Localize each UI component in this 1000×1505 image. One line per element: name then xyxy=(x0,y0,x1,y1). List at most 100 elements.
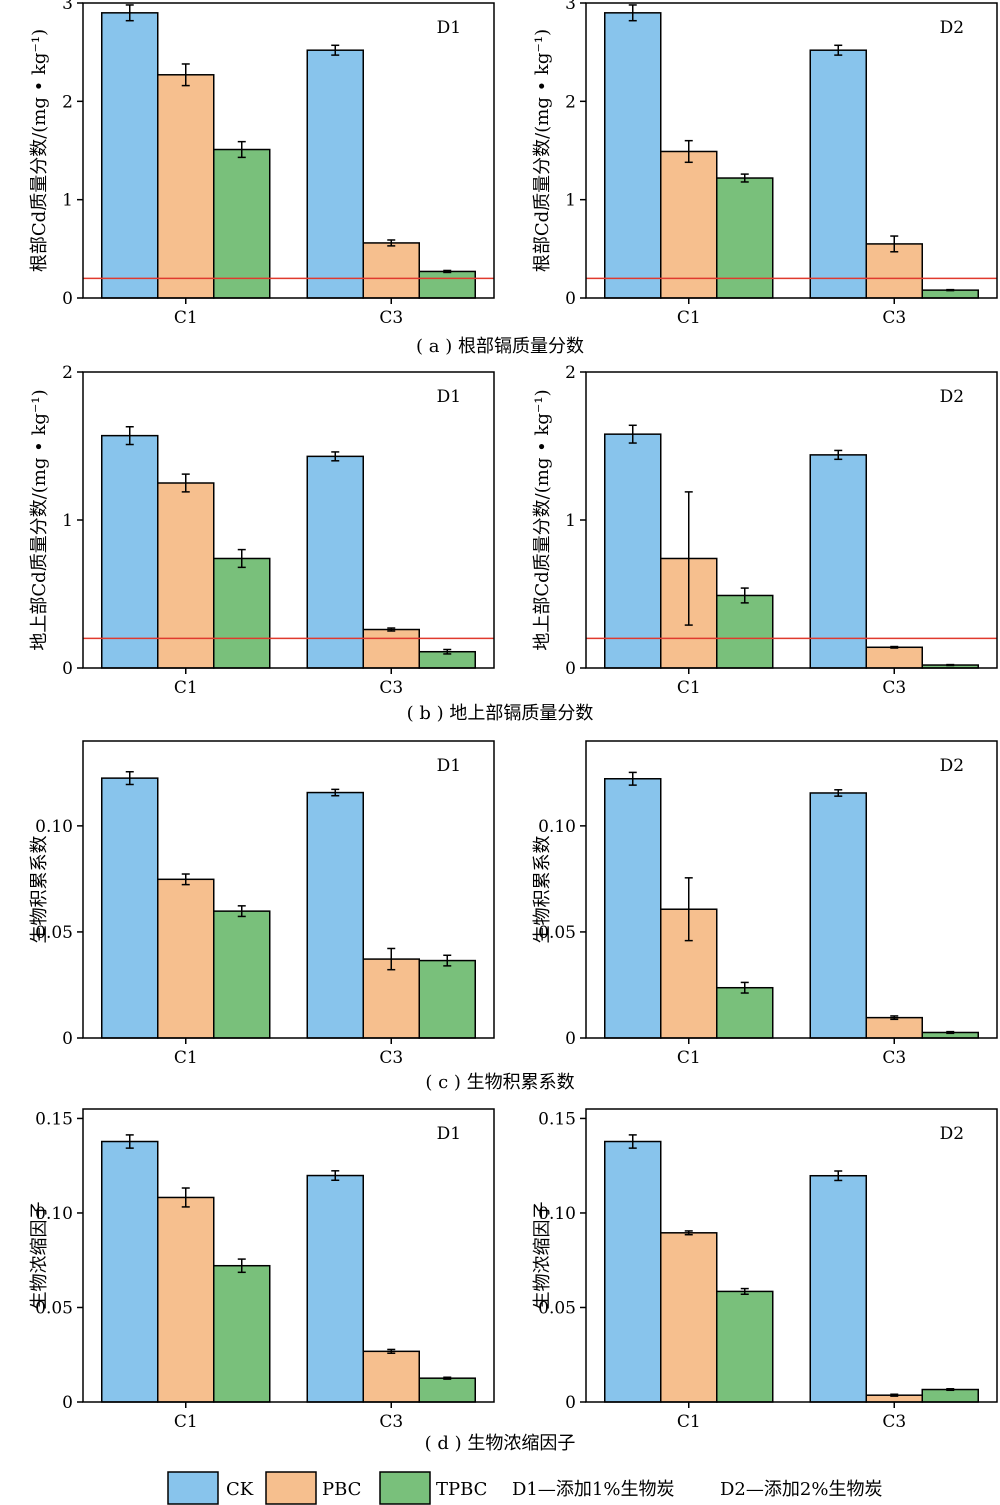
bar-ck-c3 xyxy=(809,49,867,299)
bar-pbc-c1 xyxy=(157,878,215,1039)
error-bar-pbc-c1 xyxy=(181,63,190,87)
bar-ck-c1 xyxy=(604,1140,662,1403)
bar-tpbc-c1 xyxy=(213,1264,271,1403)
error-bar-tpbc-c3 xyxy=(946,663,955,667)
error-bar-tpbc-c3 xyxy=(443,1376,452,1380)
bar-pbc-c1 xyxy=(660,150,718,299)
y-tick-label: 0 xyxy=(565,1393,576,1413)
legend-note-d2: D2—添加2%生物炭 xyxy=(720,1479,882,1500)
bar-ck-c1 xyxy=(101,777,159,1039)
y-tick-label: 0.05 xyxy=(538,1298,576,1318)
y-axis-label: 地上部Cd质量分数/(mg • kg⁻¹) xyxy=(29,389,50,650)
y-axis-label: 生物积累系数 xyxy=(532,836,553,944)
chart-panel-b-d1: C1 C3 0 1 2 D1 地上部Cd质量分数/(mg • kg⁻¹) xyxy=(29,363,495,698)
panel-tag-d1: D1 xyxy=(437,756,461,776)
bar-tpbc-c1 xyxy=(213,148,271,299)
bar-tpbc-c1 xyxy=(213,557,271,669)
y-tick-label: 1 xyxy=(62,511,73,531)
error-bar-pbc-c3 xyxy=(890,645,899,649)
x-tick-label-c3: C3 xyxy=(882,1412,906,1432)
y-tick-label: 0 xyxy=(565,1029,576,1049)
bar-pbc-c3 xyxy=(362,1350,420,1403)
legend: CK PBC TPBC D1—添加1%生物炭 D2—添加2%生物炭 xyxy=(167,1471,882,1505)
chart-panel-b-d2: C1 C3 0 1 2 D2 地上部Cd质量分数/(mg • kg⁻¹) xyxy=(532,363,998,698)
panel-tag-d2: D2 xyxy=(940,756,964,776)
error-bar-pbc-c1 xyxy=(181,1187,190,1208)
caption-d: ( d ) 生物浓缩因子 xyxy=(425,1433,576,1454)
plot-frame xyxy=(585,2,998,299)
chart-panel-c-d2: C1 C3 0 0.05 0.10 D2 生物积累系数 xyxy=(532,740,998,1068)
y-tick-label: 0.10 xyxy=(35,817,73,837)
bar-pbc-c1 xyxy=(157,74,215,299)
plot-frame xyxy=(82,2,495,299)
bar-ck-c3 xyxy=(306,455,364,669)
chart-panel-a-d1: C1 C3 0 1 2 3 D1 根部Cd质量分数/(mg • kg⁻¹) xyxy=(29,0,495,328)
x-tick-label-c1: C1 xyxy=(677,308,701,328)
y-tick-label: 0.10 xyxy=(538,1204,576,1224)
error-bar-tpbc-c1 xyxy=(740,587,749,604)
y-axis-label: 生物浓缩因子 xyxy=(29,1202,50,1310)
captions: ( a ) 根部镉质量分数 ( b ) 地上部镉质量分数 ( c ) 生物积累系数 (… xyxy=(407,336,594,1454)
y-axis-label: 地上部Cd质量分数/(mg • kg⁻¹) xyxy=(532,389,553,650)
panel-tag-d1: D1 xyxy=(437,1124,461,1144)
x-tick-label-c3: C3 xyxy=(379,1048,403,1068)
error-bar-pbc-c3 xyxy=(387,627,396,632)
panel-tag-d2: D2 xyxy=(940,1124,964,1144)
bar-tpbc-c3 xyxy=(418,1377,476,1403)
error-bar-ck-c1 xyxy=(628,424,637,444)
y-tick-label: 0.05 xyxy=(35,923,73,943)
error-bar-tpbc-c3 xyxy=(443,269,452,274)
bar-ck-c3 xyxy=(306,1174,364,1403)
caption-c: ( c ) 生物积累系数 xyxy=(425,1072,574,1093)
error-bar-pbc-c3 xyxy=(387,239,396,247)
bar-tpbc-c1 xyxy=(716,986,774,1039)
chart-panel-d-d1: C1 C3 0 0.05 0.10 0.15 D1 生物浓缩因子 xyxy=(29,1108,495,1432)
error-bar-pbc-c3 xyxy=(890,1393,899,1397)
error-bar-ck-c1 xyxy=(628,1134,637,1149)
y-tick-label: 0.05 xyxy=(538,923,576,943)
error-bar-ck-c3 xyxy=(331,44,340,56)
bar-ck-c1 xyxy=(101,12,159,299)
error-bar-ck-c1 xyxy=(125,4,134,22)
bar-pbc-c3 xyxy=(865,1016,923,1039)
y-tick-label: 1 xyxy=(565,511,576,531)
x-tick-label-c3: C3 xyxy=(882,678,906,698)
legend-note-d1: D1—添加1%生物炭 xyxy=(512,1479,674,1500)
bar-tpbc-c3 xyxy=(418,959,476,1039)
y-axis-label: 生物浓缩因子 xyxy=(532,1202,553,1310)
error-bar-tpbc-c1 xyxy=(740,1287,749,1296)
bar-ck-c1 xyxy=(101,1140,159,1403)
y-axis-label: 根部Cd质量分数/(mg • kg⁻¹) xyxy=(29,29,50,272)
error-bar-tpbc-c3 xyxy=(443,954,452,967)
x-tick-label-c3: C3 xyxy=(882,1048,906,1068)
x-tick-label-c1: C1 xyxy=(677,678,701,698)
bar-ck-c1 xyxy=(101,434,159,669)
panel-tag-d2: D2 xyxy=(940,387,964,407)
y-tick-label: 0.10 xyxy=(35,1204,73,1224)
x-tick-label-c1: C1 xyxy=(174,1048,198,1068)
bar-pbc-c3 xyxy=(865,646,923,669)
caption-a: ( a ) 根部镉质量分数 xyxy=(416,336,584,357)
x-tick-label-c1: C1 xyxy=(174,308,198,328)
y-tick-label: 0 xyxy=(62,659,73,679)
y-tick-label: 1 xyxy=(62,191,73,211)
error-bar-ck-c3 xyxy=(331,451,340,462)
y-tick-label: 2 xyxy=(565,92,576,112)
bar-tpbc-c1 xyxy=(716,177,774,299)
y-tick-label: 2 xyxy=(62,363,73,383)
panel-tag-d2: D2 xyxy=(940,18,964,38)
bar-ck-c3 xyxy=(809,792,867,1039)
y-tick-label: 0.10 xyxy=(538,817,576,837)
y-tick-label: 3 xyxy=(62,0,73,14)
bar-ck-c3 xyxy=(809,1174,867,1403)
error-bar-pbc-c1 xyxy=(684,1230,693,1236)
legend-swatch-ck xyxy=(167,1471,219,1505)
x-tick-label-c1: C1 xyxy=(677,1048,701,1068)
y-tick-label: 0 xyxy=(565,289,576,309)
plot-frame xyxy=(585,740,998,1039)
error-bar-pbc-c3 xyxy=(890,1015,899,1021)
error-bar-tpbc-c3 xyxy=(946,1388,955,1392)
legend-label-tpbc: TPBC xyxy=(436,1479,487,1500)
x-tick-label-c1: C1 xyxy=(174,1412,198,1432)
